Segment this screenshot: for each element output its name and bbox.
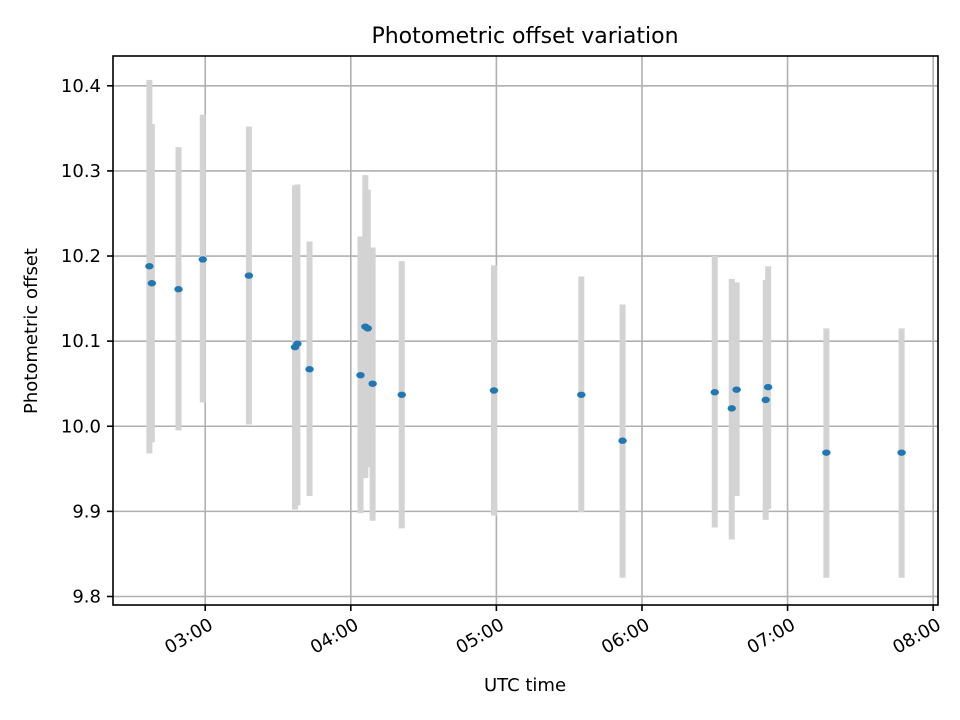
data-point: [489, 387, 499, 394]
data-point: [732, 386, 741, 393]
plot-frame: [112, 55, 939, 606]
data-point: [577, 391, 586, 398]
data-point: [710, 389, 719, 396]
y-tick-label: 9.8: [72, 586, 101, 607]
x-tick-label: 03:00: [161, 614, 216, 658]
y-tick-label: 10.3: [61, 161, 101, 182]
y-tick-label: 10.2: [61, 246, 101, 267]
data-point: [356, 371, 365, 379]
y-tick-label: 9.9: [72, 501, 101, 522]
data-point: [897, 449, 906, 456]
data-points: [145, 256, 906, 456]
data-point: [618, 437, 627, 444]
data-point: [198, 256, 207, 263]
x-axis-label: UTC time: [484, 675, 566, 696]
y-tick-label: 10.0: [61, 416, 101, 437]
data-point: [368, 380, 377, 387]
data-point: [147, 280, 157, 287]
data-point: [174, 286, 183, 293]
chart-title: Photometric offset variation: [371, 24, 678, 49]
y-axis-label: Photometric offset: [21, 248, 42, 414]
error-bars: [146, 79, 905, 578]
y-tick-label: 10.4: [61, 76, 101, 97]
axis-ticks: 03:00 04:00 05:00 06:00 07:00 08:00 9.8 9.9 10.0…: [61, 76, 945, 659]
data-point: [397, 391, 406, 398]
x-tick-label: 07:00: [744, 614, 799, 658]
data-point: [822, 449, 831, 456]
grid-layer: [113, 56, 938, 605]
data-point: [293, 340, 302, 347]
data-point: [244, 272, 254, 279]
y-tick-label: 10.1: [61, 331, 101, 352]
data-point: [763, 383, 773, 391]
x-tick-label: 04:00: [307, 614, 362, 658]
x-tick-label: 05:00: [452, 614, 507, 658]
data-point: [145, 263, 154, 270]
data-point: [363, 325, 372, 332]
x-tick-label: 08:00: [889, 614, 944, 658]
data-point: [761, 396, 770, 404]
x-tick-label: 06:00: [598, 614, 653, 658]
data-point: [727, 405, 736, 412]
data-point: [305, 366, 314, 373]
